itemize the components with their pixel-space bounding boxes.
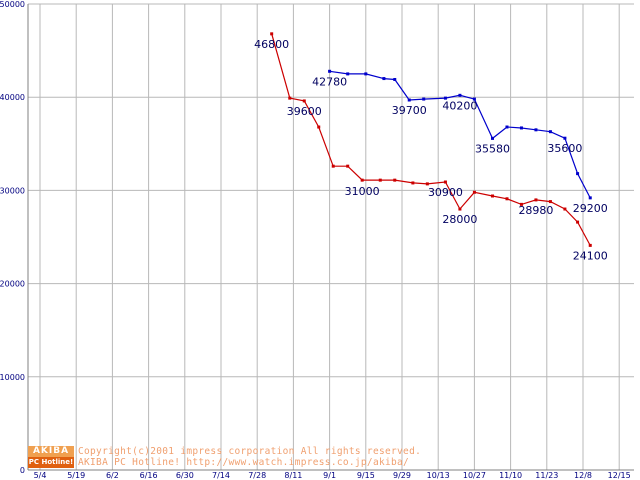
data-label: 30900 <box>428 186 463 199</box>
y-tick-label: 10000 <box>0 373 25 382</box>
x-tick-label: 6/2 <box>106 471 119 480</box>
y-axis-ticks: 0 10000 20000 30000 40000 50000 <box>0 0 25 475</box>
x-tick-label: 9/15 <box>357 471 375 480</box>
data-point <box>270 32 274 36</box>
x-tick-label: 8/11 <box>284 471 302 480</box>
site-url-line: AKIBA PC Hotline! http://www.watch.impre… <box>78 457 410 468</box>
axes <box>27 4 634 471</box>
data-point <box>443 96 447 100</box>
x-tick-label: 9/29 <box>393 471 411 480</box>
akiba-logo: AKIBA PC Hotline! <box>28 446 74 468</box>
plot-area <box>28 4 634 470</box>
logo-top-text: AKIBA <box>28 446 74 457</box>
data-point <box>472 190 476 194</box>
data-label: 40200 <box>442 99 477 112</box>
data-point <box>302 99 306 103</box>
data-point <box>458 93 462 97</box>
x-tick-label: 5/4 <box>34 471 47 480</box>
x-tick-label: 10/27 <box>463 471 486 480</box>
x-tick-label: 7/14 <box>212 471 230 480</box>
annotation-label: 31000 <box>345 185 380 198</box>
grid-lines <box>28 3 634 471</box>
x-tick-label: 5/19 <box>67 471 85 480</box>
data-point <box>443 180 447 184</box>
data-point <box>576 172 580 176</box>
data-point <box>328 69 332 73</box>
x-tick-label: 6/30 <box>176 471 194 480</box>
y-tick-label: 0 <box>20 466 25 475</box>
data-point <box>548 130 552 134</box>
data-point <box>458 207 462 211</box>
data-point <box>393 178 397 182</box>
logo-bottom-text: PC Hotline! <box>28 457 74 468</box>
data-label: 39700 <box>392 104 427 117</box>
data-point <box>407 98 411 102</box>
data-label: 28980 <box>518 204 553 217</box>
data-labels: 42780 39700 40200 35580 35600 29200 46800 39600… <box>254 38 608 263</box>
data-point <box>588 243 592 247</box>
y-tick-label: 20000 <box>0 280 25 289</box>
data-point <box>331 164 335 168</box>
data-point <box>563 207 567 211</box>
data-point <box>472 97 476 101</box>
data-point <box>346 72 350 76</box>
data-point <box>346 164 350 168</box>
data-point <box>393 77 397 81</box>
series-group <box>270 32 592 247</box>
x-tick-label: 11/10 <box>499 471 522 480</box>
data-label: 29200 <box>573 202 608 215</box>
data-label: 39600 <box>287 105 322 118</box>
data-point <box>317 125 321 129</box>
data-label: 35600 <box>547 142 582 155</box>
data-point <box>360 178 364 182</box>
data-label: 35580 <box>475 142 510 155</box>
y-tick-label: 40000 <box>0 93 25 102</box>
series-line-1 <box>271 33 591 246</box>
data-point <box>425 182 429 186</box>
x-tick-label: 12/15 <box>608 471 631 480</box>
data-point <box>382 77 386 81</box>
data-point <box>505 125 509 129</box>
data-label: 24100 <box>573 249 608 262</box>
data-point <box>411 181 415 185</box>
x-tick-label: 11/23 <box>535 471 558 480</box>
data-point <box>563 136 567 140</box>
data-point <box>491 136 494 140</box>
data-point <box>534 128 538 132</box>
data-point <box>288 96 292 100</box>
x-tick-label: 10/13 <box>427 471 450 480</box>
data-point <box>588 196 592 200</box>
data-point <box>378 178 382 182</box>
data-point <box>519 126 523 130</box>
data-label: 46800 <box>254 38 289 51</box>
copyright-line: Copyright(c)2001 impress corporation All… <box>78 446 422 457</box>
data-point <box>534 198 538 202</box>
y-tick-label: 50000 <box>0 0 25 9</box>
x-tick-label: 12/8 <box>574 471 592 480</box>
y-tick-label: 30000 <box>0 186 25 195</box>
series-line-0 <box>329 70 591 199</box>
x-tick-label: 6/16 <box>140 471 158 480</box>
data-point <box>505 197 509 201</box>
data-point <box>491 194 494 198</box>
x-tick-label: 7/28 <box>248 471 266 480</box>
x-axis-ticks: 5/4 5/19 6/2 6/16 6/30 7/14 7/28 8/11 9/1 9/15 9/2… <box>34 471 631 480</box>
data-point <box>364 72 368 76</box>
data-point <box>548 200 552 204</box>
data-point <box>576 220 580 224</box>
data-point <box>519 202 523 206</box>
data-label: 42780 <box>312 75 347 88</box>
data-label: 28000 <box>442 213 477 226</box>
data-point <box>422 97 426 101</box>
x-tick-label: 9/1 <box>323 471 336 480</box>
